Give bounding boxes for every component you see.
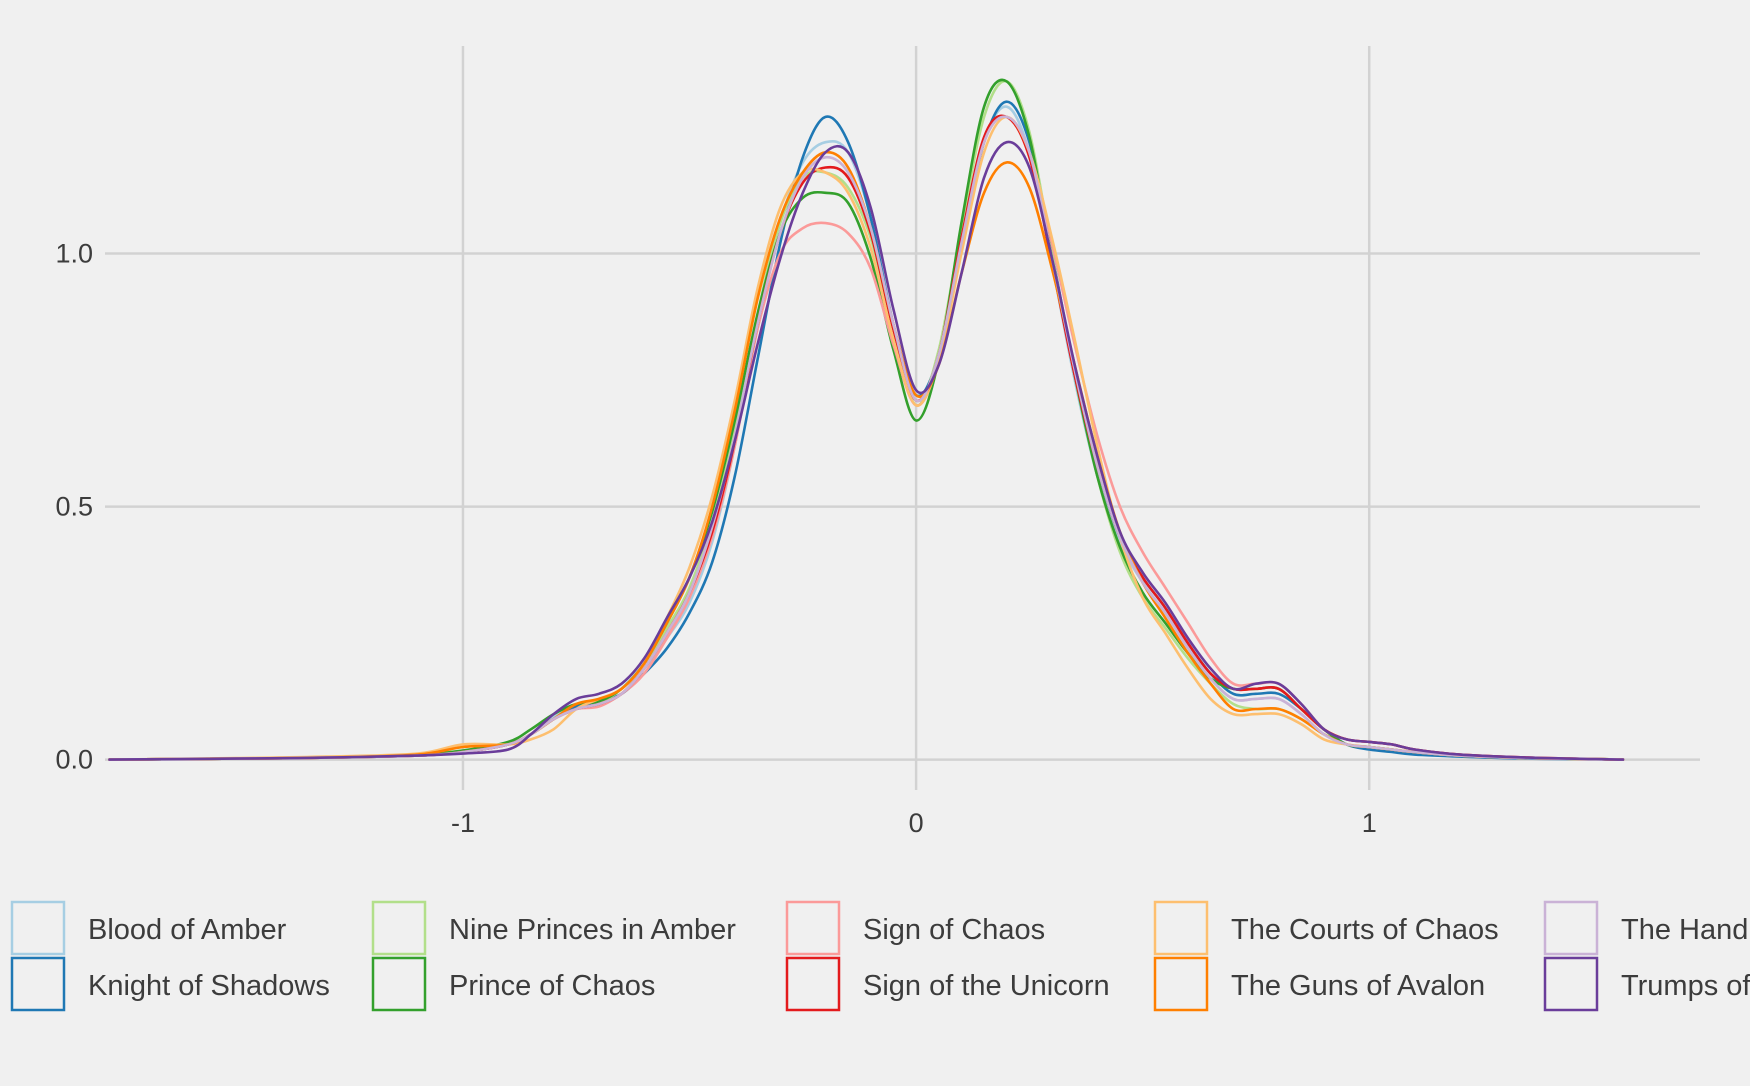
- legend-label: Sign of Chaos: [863, 914, 1045, 946]
- x-tick-label: 0: [909, 808, 924, 838]
- legend-label: Trumps of Doom: [1621, 970, 1750, 1002]
- legend-item: The Courts of Chaos: [1153, 900, 1499, 956]
- series-layer: [108, 78, 1625, 761]
- legend-key: [371, 956, 427, 1012]
- y-tick-label: 0.5: [55, 492, 93, 522]
- legend-key: [10, 956, 66, 1012]
- legend-key: [1543, 900, 1599, 956]
- legend-label: Nine Princes in Amber: [449, 914, 736, 946]
- legend-label: The Guns of Avalon: [1231, 970, 1485, 1002]
- series-line-4: [108, 78, 1625, 761]
- legend-item: Sign of the Unicorn: [785, 956, 1110, 1012]
- series-line-3: [108, 79, 1625, 761]
- legend-item: Nine Princes in Amber: [371, 900, 736, 956]
- legend-item: Trumps of Doom: [1543, 956, 1750, 1012]
- legend-key: [785, 956, 841, 1012]
- y-tick-label: 1.0: [55, 239, 93, 269]
- legend-item: Prince of Chaos: [371, 956, 655, 1012]
- legend-item: The Hand of Oberon: [1543, 900, 1750, 956]
- legend-item: Blood of Amber: [10, 900, 287, 956]
- legend-item: The Guns of Avalon: [1153, 956, 1485, 1012]
- series-line-2: [108, 100, 1625, 761]
- legend-key: [785, 900, 841, 956]
- legend-label: Blood of Amber: [88, 914, 287, 946]
- legend-key: [1543, 956, 1599, 1012]
- legend-key: [371, 900, 427, 956]
- legend-label: Sign of the Unicorn: [863, 970, 1110, 1002]
- series-line-9: [108, 115, 1625, 761]
- axis-labels: 0.0 0.5 1.0 -1 0 1: [55, 239, 1376, 838]
- legend-label: The Courts of Chaos: [1231, 914, 1499, 946]
- legend-key: [1153, 900, 1209, 956]
- legend-item: Knight of Shadows: [10, 956, 330, 1012]
- legend-label: The Hand of Oberon: [1621, 914, 1750, 946]
- x-tick-label: -1: [451, 808, 475, 838]
- series-line-10: [108, 140, 1625, 761]
- x-tick-label: 1: [1362, 808, 1377, 838]
- y-tick-label: 0.0: [55, 745, 93, 775]
- grid-layer: [105, 46, 1700, 790]
- legend-label: Knight of Shadows: [88, 970, 330, 1002]
- legend-key: [1153, 956, 1209, 1012]
- legend-label: Prince of Chaos: [449, 970, 655, 1002]
- legend-key: [10, 900, 66, 956]
- legend: Blood of Amber Knight of Shadows Nine Prin…: [10, 900, 1750, 1012]
- legend-item: Sign of Chaos: [785, 900, 1045, 956]
